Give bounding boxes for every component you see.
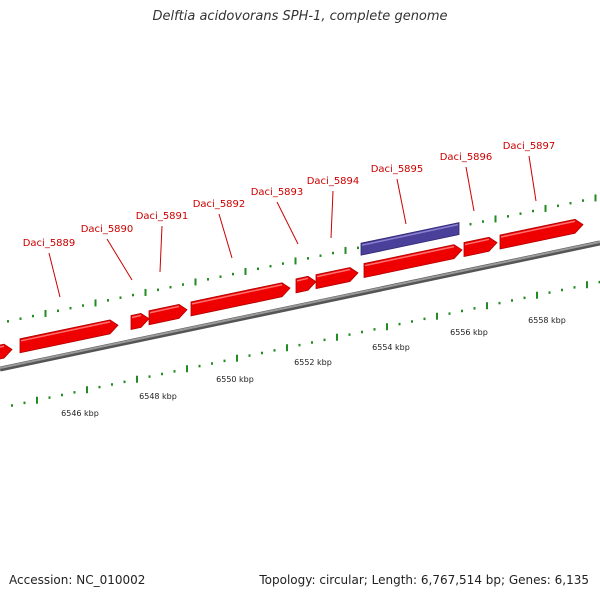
genome-backbone — [0, 240, 600, 372]
kbp-label: 6546 kbp — [61, 409, 99, 418]
gene-highlight — [364, 245, 455, 267]
gene-highlight — [500, 220, 576, 238]
gene-arrow — [315, 267, 359, 290]
gene-highlight — [316, 268, 351, 278]
label-leader-line — [106, 238, 133, 281]
gene-arrow — [499, 218, 584, 250]
gene-track — [0, 218, 584, 360]
feature-highlight — [361, 223, 459, 246]
backbone-highlight — [0, 241, 600, 369]
gene-highlight — [131, 314, 142, 319]
kbp-label: 6558 kbp — [528, 316, 566, 325]
label-leader-line — [159, 225, 163, 273]
label-leader-line — [48, 252, 61, 298]
gene-label[interactable]: Daci_5892 — [193, 199, 246, 210]
kbp-label: 6550 kbp — [216, 375, 254, 384]
label-leader-line — [528, 155, 537, 202]
kbp-label-layer: 6546 kbp 6548 kbp 6550 kbp 6552 kbp 6554 kbp… — [61, 316, 566, 418]
label-leader-line — [330, 190, 334, 239]
gene-highlight — [464, 238, 490, 246]
accession-text: Accession: NC_010002 — [9, 573, 146, 587]
gene-label[interactable]: Daci_5896 — [440, 152, 493, 163]
gene-arrow — [19, 319, 119, 354]
kbp-label: 6552 kbp — [294, 358, 332, 367]
gene-highlight — [149, 305, 180, 314]
genome-summary-text: Topology: circular; Length: 6,767,514 bp… — [259, 573, 589, 587]
gene-label[interactable]: Daci_5895 — [371, 164, 424, 175]
lower-tick-track — [11, 280, 600, 407]
map-title: Delftia acidovorans SPH-1, complete geno… — [152, 9, 448, 24]
gene-label[interactable]: Daci_5891 — [136, 211, 189, 222]
gene-label[interactable]: Daci_5890 — [81, 224, 134, 235]
label-leader-line — [465, 166, 475, 212]
gene-arrow — [0, 343, 13, 360]
gene-arrow — [463, 236, 498, 258]
label-leader-line — [218, 213, 233, 259]
gene-arrow — [190, 282, 291, 317]
gene-arrow — [363, 244, 463, 279]
kbp-label: 6554 kbp — [372, 343, 410, 352]
gene-label[interactable]: Daci_5894 — [307, 176, 360, 187]
gene-highlight — [20, 321, 111, 342]
kbp-label: 6556 kbp — [450, 328, 488, 337]
gene-highlight — [0, 345, 5, 348]
kbp-label: 6548 kbp — [139, 392, 177, 401]
gene-label[interactable]: Daci_5893 — [251, 187, 304, 198]
highlighted-feature — [360, 222, 460, 256]
gene-highlight — [191, 284, 283, 305]
label-leader-line — [276, 201, 299, 245]
gene-highlight — [296, 277, 309, 282]
gene-label[interactable]: Daci_5889 — [23, 238, 76, 249]
label-leader-line — [396, 178, 407, 225]
gene-arrow — [148, 303, 188, 326]
gene-label[interactable]: Daci_5897 — [503, 141, 556, 152]
